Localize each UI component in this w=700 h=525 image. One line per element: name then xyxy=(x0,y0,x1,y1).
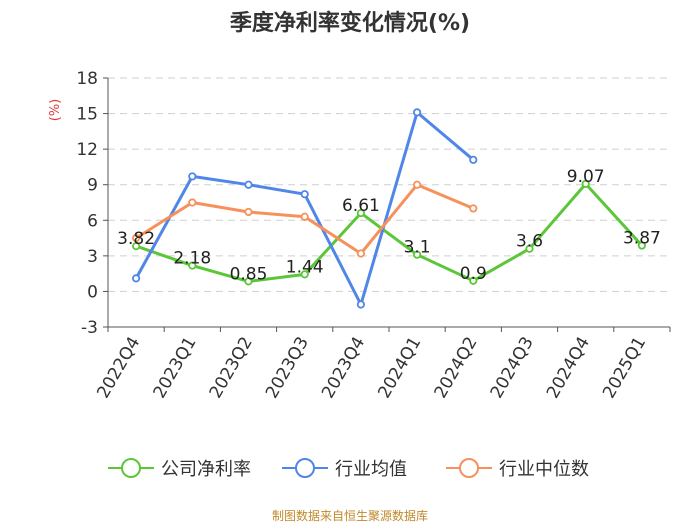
data-point xyxy=(244,180,253,189)
x-tick-label: 2023Q1 xyxy=(150,334,201,402)
data-point xyxy=(356,300,365,309)
legend-label: 公司净利率 xyxy=(161,459,251,480)
x-tick-label: 2023Q4 xyxy=(318,334,369,402)
data-point xyxy=(300,190,309,199)
data-point xyxy=(188,261,197,270)
data-point xyxy=(244,207,253,217)
data-point xyxy=(412,250,422,259)
data-point xyxy=(637,241,647,250)
chart-title: 季度净利率变化情况(%) xyxy=(230,10,470,36)
x-tick-label: 2025Q1 xyxy=(599,334,650,402)
y-tick-label: 0 xyxy=(87,282,98,302)
data-point xyxy=(132,233,141,243)
data-point xyxy=(412,108,422,117)
data-point xyxy=(300,270,309,279)
y-tick-label: 9 xyxy=(87,176,98,196)
x-tick-label: 2024Q2 xyxy=(431,334,482,402)
data-point xyxy=(188,198,197,207)
data-point xyxy=(469,204,478,213)
y-tick-label: 3 xyxy=(87,247,98,267)
x-tick-label: 2024Q4 xyxy=(543,334,594,402)
data-label: 3.1 xyxy=(404,238,431,258)
series-points xyxy=(132,108,647,309)
data-label: 9.07 xyxy=(567,167,605,187)
y-tick-label: 6 xyxy=(87,211,98,231)
axes: -3 0 3 6 9 12 15 18 2022Q4 2023Q1 2023Q2 2023Q3 2023… xyxy=(76,69,671,402)
data-label: 3.6 xyxy=(516,232,543,252)
data-point xyxy=(581,179,590,188)
data-label: 3.87 xyxy=(623,229,661,249)
legend-marker xyxy=(121,458,141,478)
legend-label: 行业均值 xyxy=(335,459,407,480)
data-point xyxy=(244,277,253,286)
y-tick-label: 12 xyxy=(76,140,98,160)
data-label: 0.85 xyxy=(230,264,268,284)
legend-marker xyxy=(459,458,479,478)
series-lines xyxy=(134,110,644,306)
x-tick-label: 2023Q3 xyxy=(262,334,313,402)
data-point xyxy=(300,212,309,221)
legend-marker xyxy=(295,458,315,478)
series-line xyxy=(135,182,644,283)
x-tick-label: 2022Q4 xyxy=(93,334,144,402)
data-point xyxy=(132,242,141,251)
data-point xyxy=(356,208,365,218)
data-labels: 3.82 2.18 0.85 1.44 6.61 3.1 0.9 3.6 9.07 3.87 xyxy=(117,167,661,284)
data-label: 0.9 xyxy=(460,264,487,284)
data-point xyxy=(469,155,478,164)
data-point xyxy=(412,180,422,189)
data-label: 2.18 xyxy=(173,249,211,269)
data-point xyxy=(356,249,365,258)
y-tick-label: 15 xyxy=(76,105,98,125)
data-label: 3.82 xyxy=(117,229,155,249)
data-point xyxy=(469,276,478,285)
x-tick-label: 2023Q2 xyxy=(206,334,257,402)
data-point xyxy=(132,274,141,283)
x-tick-label: 2024Q1 xyxy=(374,334,425,402)
source-note: 制图数据来自恒生聚源数据库 xyxy=(272,508,428,523)
data-label: 1.44 xyxy=(286,257,324,277)
legend-label: 行业中位数 xyxy=(499,459,589,480)
y-tick-label: -3 xyxy=(81,318,98,338)
legend: 公司净利率 行业均值 行业中位数 xyxy=(108,458,589,480)
y-tick-label: 18 xyxy=(76,69,98,89)
data-point xyxy=(188,172,197,181)
y-axis-label: (%) xyxy=(48,99,63,122)
data-label: 6.61 xyxy=(342,196,380,216)
x-tick-label: 2024Q3 xyxy=(487,334,538,402)
data-point xyxy=(525,244,534,253)
